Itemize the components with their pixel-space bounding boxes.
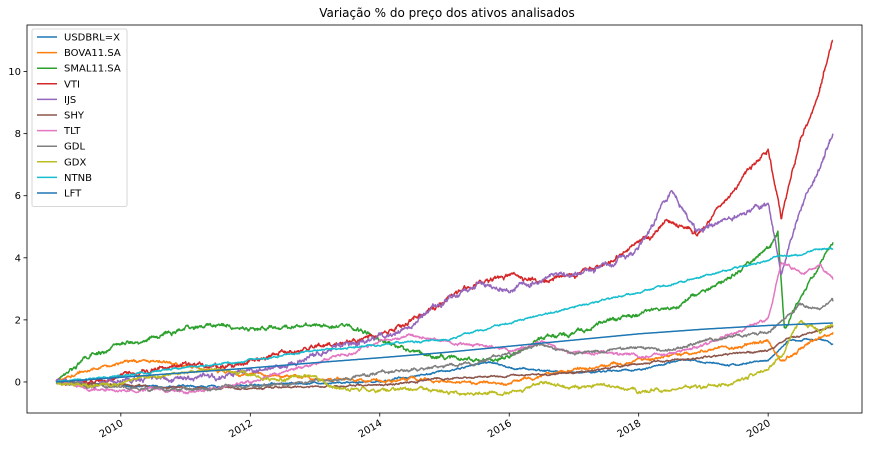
- series-line-shy: [55, 325, 834, 391]
- legend-label: BOVA11.SA: [64, 48, 121, 59]
- chart-title: Variação % do preço dos ativos analisado…: [319, 6, 575, 20]
- y-tick-label: 0: [15, 377, 21, 388]
- legend-label: SHY: [64, 111, 85, 122]
- y-tick-label: 10: [8, 67, 21, 78]
- series-line-ntnb: [55, 247, 834, 383]
- legend-label: USDBRL=X: [64, 33, 120, 44]
- y-tick-label: 2: [15, 315, 21, 326]
- y-axis: 0 2 4 6 8 10: [8, 67, 27, 388]
- legend-label: VTI: [64, 79, 80, 90]
- legend: USDBRL=X BOVA11.SA SMAL11.SA VTI IJS SHY TLT GD…: [31, 28, 128, 208]
- series-line-smal11-sa: [55, 230, 834, 384]
- legend-label: SMAL11.SA: [64, 64, 121, 75]
- series-layer: [55, 39, 834, 397]
- y-tick-label: 6: [15, 191, 21, 202]
- legend-label: NTNB: [64, 173, 92, 184]
- y-tick-label: 8: [15, 129, 21, 140]
- legend-label: GDX: [64, 157, 86, 168]
- series-line-lft: [55, 322, 834, 383]
- y-tick-label: 4: [15, 253, 21, 264]
- series-line-gdl: [55, 297, 834, 393]
- series-line-ijs: [55, 133, 834, 389]
- legend-label: IJS: [64, 95, 76, 106]
- legend-label: GDL: [64, 142, 85, 153]
- series-line-bova11-sa: [55, 332, 834, 387]
- axes-frame: [26, 24, 863, 414]
- legend-label: LFT: [64, 189, 82, 200]
- legend-label: TLT: [63, 126, 81, 137]
- series-line-usdbrl-x: [55, 337, 834, 389]
